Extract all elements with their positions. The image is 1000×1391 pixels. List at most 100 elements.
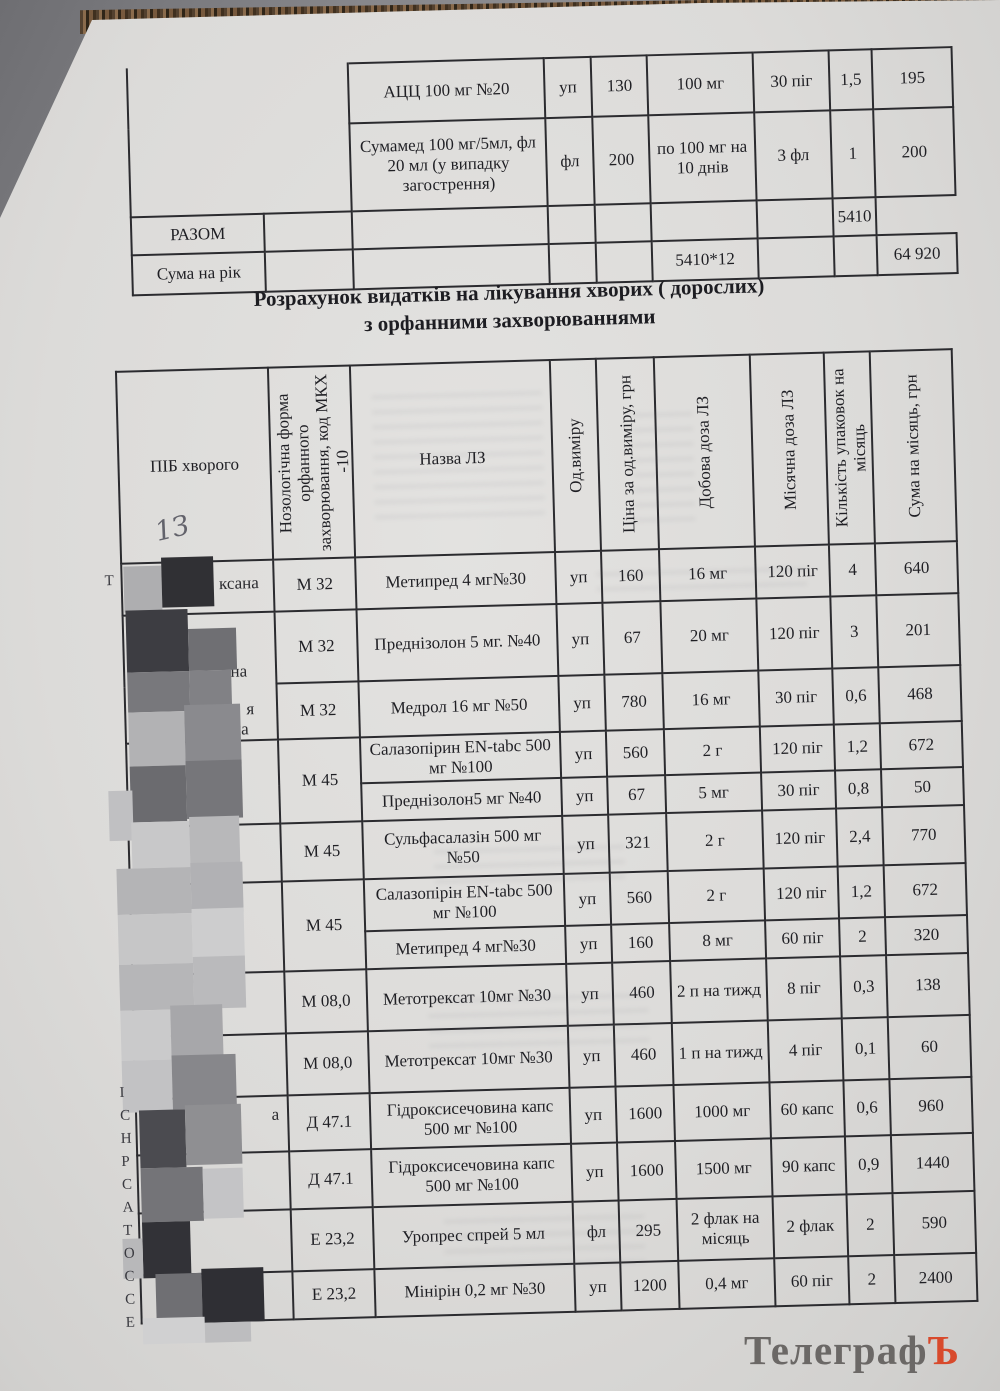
censor-block — [184, 703, 242, 766]
cell-price: 560 — [605, 729, 666, 777]
bleed-through-smudge — [632, 410, 696, 522]
cell-empty — [263, 211, 353, 252]
cell-drug-name: АЦЦ 100 мг №20 — [347, 58, 546, 124]
col-header-packs-per-month: Кількість упаковок на місяць — [823, 351, 875, 545]
cell-drug-name: Салазопірін EN-tabc 500 мг №100 — [363, 873, 566, 932]
censor-block — [119, 962, 195, 1011]
cell-daily-dose: 2 г — [667, 868, 766, 924]
cell-empty — [351, 206, 549, 250]
cell-daily-dose: 1 п на тижд — [671, 1020, 770, 1086]
censor-block — [202, 1167, 244, 1219]
col-header-monthly-dose: Місячна доза ЛЗ — [749, 352, 829, 547]
cell-unit: фл — [545, 116, 595, 207]
watermark-telegraf: ТелеграфЪ — [744, 1326, 960, 1374]
cell-daily-dose: 1000 мг — [673, 1082, 771, 1142]
cell-sum: 960 — [889, 1077, 973, 1136]
col-header-sum-per-month: Сума на місяць, грн — [869, 349, 957, 544]
cell-icd-code: М 32 — [274, 609, 359, 684]
bleed-through-smudge — [427, 981, 650, 1048]
cell-unit: уп — [555, 550, 603, 604]
censor-block — [116, 866, 192, 915]
cell-monthly-dose: 60 капс — [769, 1080, 845, 1139]
cell-packs: 2 — [839, 917, 887, 957]
censor-block — [191, 907, 245, 961]
cell-price: 560 — [609, 871, 670, 925]
cell-packs: 2 — [846, 1193, 895, 1257]
patient-name-fragment: я — [246, 699, 255, 719]
cell-sum: 590 — [892, 1190, 977, 1256]
cell-packs: 1,5 — [828, 49, 874, 111]
bleed-through-smudge — [596, 557, 807, 591]
cell-daily-dose: по 100 мг на 10 днів — [648, 112, 757, 204]
censor-block — [129, 765, 188, 823]
cell-monthly-dose: 120 піг — [756, 596, 833, 671]
cell-monthly-dose: 4 піг — [767, 1018, 844, 1083]
cell-sum: 201 — [876, 593, 961, 668]
cell-total-label: РАЗОМ — [130, 213, 265, 256]
cell-icd-code: М 45 — [280, 821, 364, 882]
cell-drug-name: Мінірін 0,2 мг №30 — [374, 1263, 576, 1318]
censor-block — [141, 1221, 192, 1279]
cell-sum: 468 — [878, 665, 962, 724]
bleed-through-smudge — [433, 842, 625, 884]
cell-icd-code: Е 23,2 — [292, 1269, 376, 1320]
cell-sum: 1440 — [890, 1133, 975, 1194]
cell-drug-name: Салазопірин EN-tabc 500 мг №100 — [359, 731, 562, 784]
name-first-letter: Е — [125, 1314, 136, 1331]
cell-icd-code: М 32 — [273, 557, 357, 612]
cell-unit: уп — [565, 924, 613, 964]
name-first-letter: Н — [120, 1130, 132, 1147]
cell-sum: 200 — [873, 107, 956, 198]
censor-block — [185, 759, 244, 820]
cell-icd-code: М 32 — [276, 681, 360, 740]
cell-icd-code: М 45 — [277, 737, 363, 824]
cell-daily-dose: 2 флак на місяць — [676, 1196, 775, 1262]
cell-sum: 672 — [883, 863, 967, 918]
patient-name-fragment: а — [271, 1104, 280, 1124]
name-first-letter: Т — [104, 572, 115, 590]
bleed-through-smudge — [371, 384, 545, 519]
col-header-patient-name: ПІБ хворого 1З — [115, 367, 274, 564]
col-header-unit: Од.виміру — [549, 358, 601, 552]
cell-unit: уп — [571, 1142, 619, 1202]
cell-sum: 640 — [874, 541, 959, 596]
censor-block — [161, 556, 215, 608]
cell-unit: уп — [559, 730, 608, 779]
cell-monthly-dose: 3 фл — [754, 110, 833, 201]
cell-drug-name: Сумамед 100 мг/5мл, фл 20 мл (у випадку … — [349, 118, 548, 212]
cell-monthly-dose: 120 піг — [759, 724, 836, 773]
cell-packs: 2,4 — [836, 807, 884, 867]
cell-monthly-dose: 60 піг — [765, 918, 841, 959]
cell-monthly-dose: 2 флак — [772, 1194, 849, 1259]
censor-block — [190, 861, 244, 913]
censor-block — [189, 815, 241, 867]
expenses-table: ПІБ хворого 1З Нозологічна форма орфанного… — [115, 348, 979, 1324]
censor-block — [121, 1059, 174, 1113]
cell-drug-name: Гідроксисечовина капс 500 мг №100 — [371, 1143, 573, 1208]
name-first-letter: С — [121, 1176, 133, 1193]
censor-block — [142, 1316, 206, 1345]
cell-monthly-dose: 30 піг — [761, 770, 837, 811]
cell-packs: 1 — [830, 109, 876, 199]
cell-empty — [547, 204, 596, 245]
cell-price: 1200 — [620, 1261, 680, 1311]
name-first-letter: А — [122, 1199, 134, 1216]
censor-block — [131, 820, 191, 869]
summary-table: АЦЦ 100 мг №20 уп 130 100 мг 30 піг 1,5 195 Сум… — [126, 46, 959, 296]
watermark-gray-part: Телеграф — [744, 1327, 928, 1373]
cell-packs: 0,9 — [844, 1135, 893, 1195]
cell-sum: 770 — [882, 805, 966, 866]
cell-monthly-dose: 8 піг — [766, 956, 842, 1021]
cell-unit: уп — [569, 1086, 618, 1144]
censor-block — [201, 1267, 265, 1323]
cell-daily-dose: 16 мг — [662, 670, 760, 730]
cell-sum: 60 — [887, 1015, 972, 1080]
cell-packs: 0,6 — [843, 1079, 891, 1137]
cell-daily-dose: 2 г — [666, 810, 764, 872]
cell-sum: 320 — [885, 915, 969, 956]
cell-drug-name: Преднізолон 5 мг. №40 — [356, 603, 559, 682]
cell-drug-name: Гідроксисечовина капс 500 мг №100 — [369, 1087, 572, 1150]
cell-drug-name: Преднізолон5 мг №40 — [361, 778, 563, 822]
